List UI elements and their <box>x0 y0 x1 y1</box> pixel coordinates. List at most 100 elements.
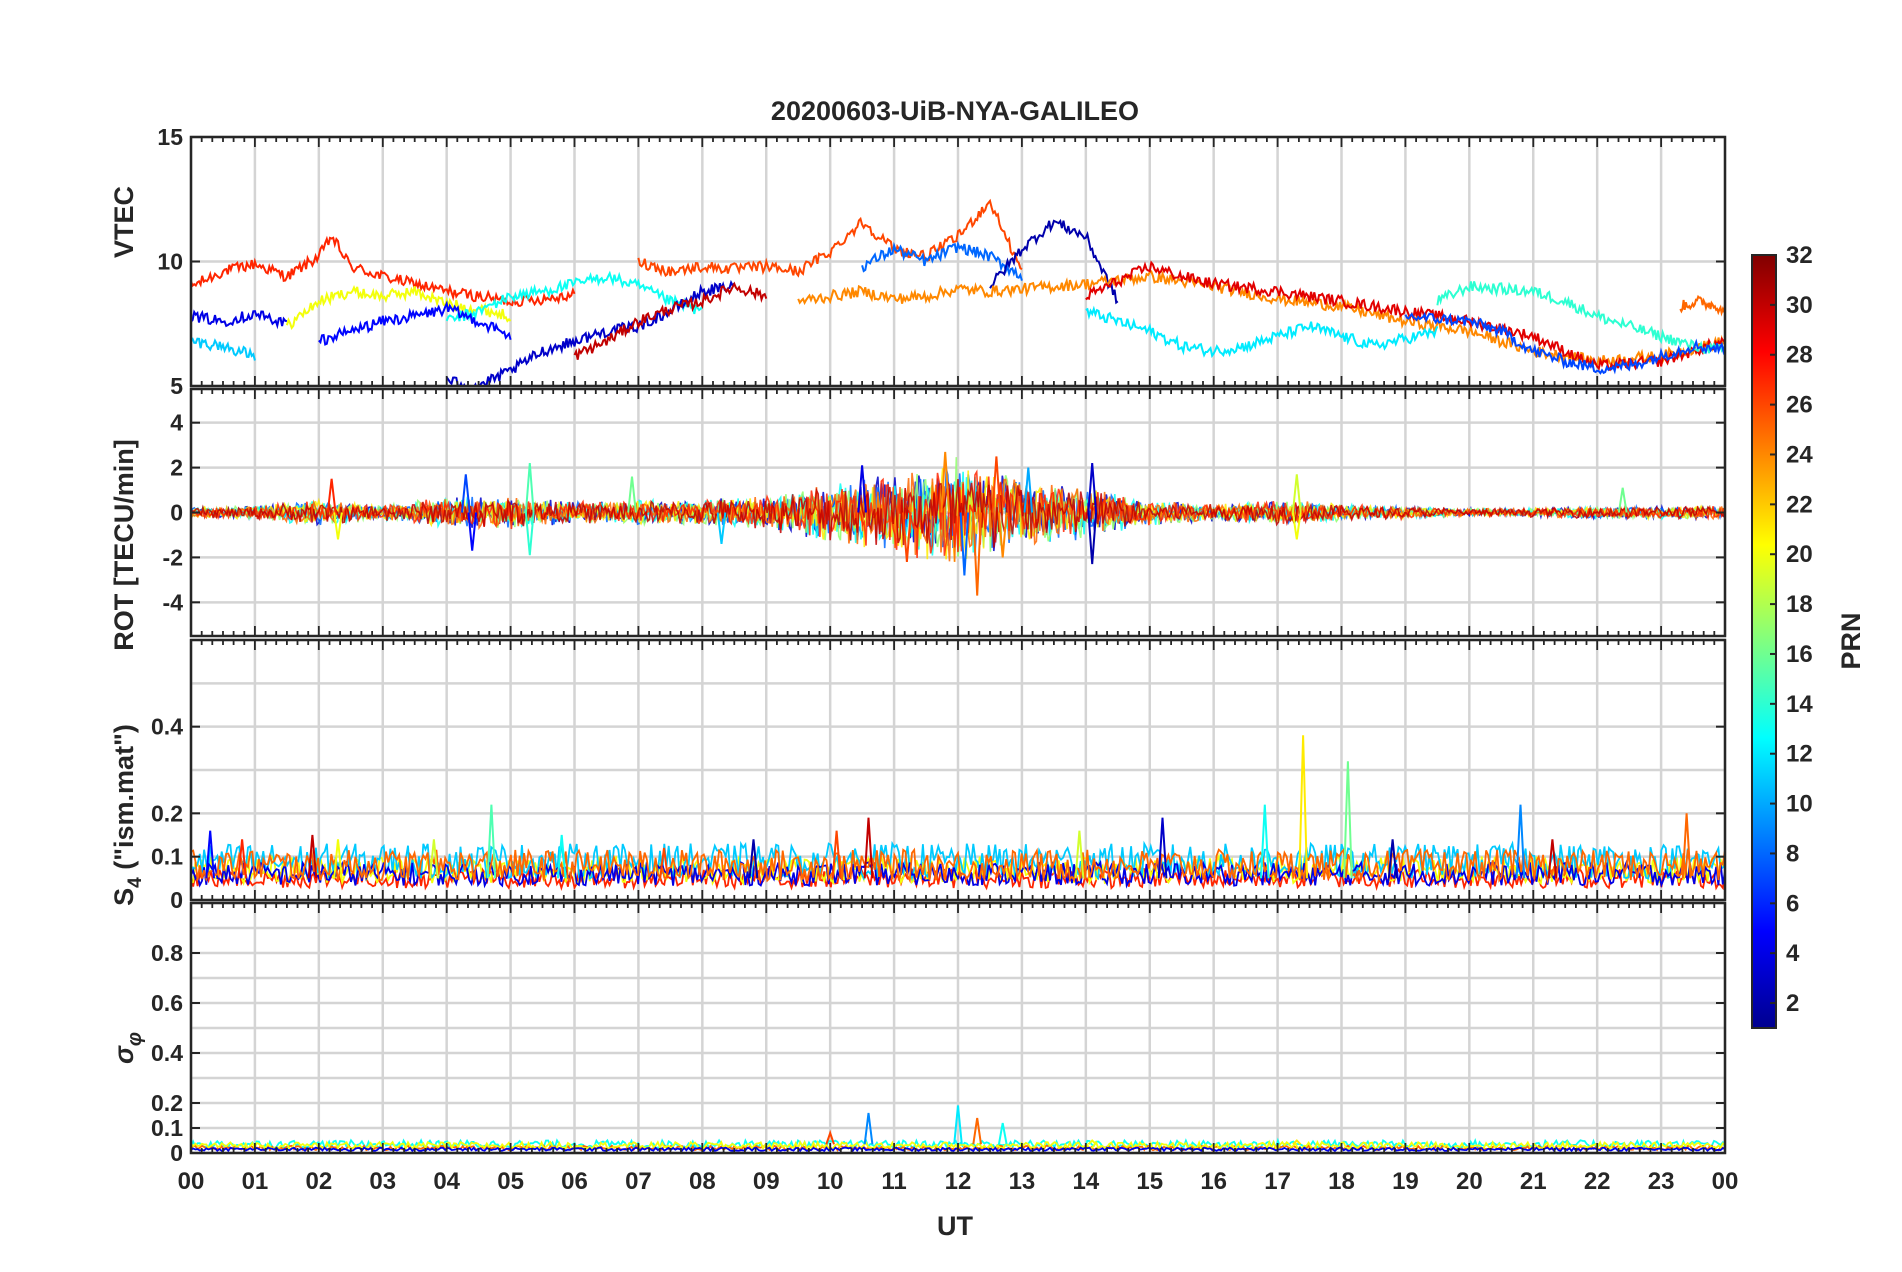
plot-area <box>191 198 1725 386</box>
x-tick-label: 06 <box>561 1168 588 1195</box>
y-tick-labels: 00.10.2 0.4 0.6 0.8 <box>151 940 1725 1166</box>
panel-1: 5 10 15 VTEC <box>109 124 1727 399</box>
series-line-prn-13 <box>445 270 704 323</box>
y-tick-label: 2 <box>170 455 183 481</box>
y-axis-label: σφ <box>109 1032 146 1064</box>
x-tick-label: 15 <box>1136 1168 1163 1195</box>
series-line-prn-25 <box>1679 294 1725 317</box>
x-tick-label: 10 <box>817 1168 844 1195</box>
spike-prn-26 <box>831 830 842 879</box>
colorbar-tick-label: 26 <box>1786 392 1813 419</box>
spike-prn-7 <box>461 474 471 513</box>
x-axis-label: UT <box>937 1211 973 1241</box>
panel-3: 0 0.1 0.2 0.4S4 ("ism.mat") <box>109 638 1727 913</box>
colorbar-tick-label: 24 <box>1786 441 1813 468</box>
spike-prn-21 <box>1292 1139 1302 1146</box>
spike-prn-16 <box>627 476 637 513</box>
y-tick-label: 4 <box>170 410 183 436</box>
colorbar-tick-label: 30 <box>1786 292 1813 319</box>
x-tick-label: 09 <box>753 1168 780 1195</box>
y-tick-label: 0.4 <box>151 1040 183 1066</box>
spike-prn-27 <box>326 478 337 513</box>
y-axis-label: ROT [TECU/min] <box>109 439 139 650</box>
y-tick-label: 0.4 <box>151 714 183 740</box>
spike-prn-19 <box>429 839 439 879</box>
spike-prn-24 <box>940 451 951 513</box>
series-line-prn-8 <box>861 240 1023 281</box>
spike-prn-21 <box>1298 735 1308 879</box>
colorbar-tick-label: 18 <box>1786 591 1813 618</box>
x-tick-label: 12 <box>945 1168 972 1195</box>
series-line-prn-3 <box>445 279 736 386</box>
x-ticks <box>190 903 1726 1153</box>
series-line-prn-12 <box>1085 305 1439 359</box>
spike-prn-9 <box>863 1112 874 1145</box>
spike-prn-26 <box>902 512 912 562</box>
spike-prn-13 <box>997 1122 1008 1145</box>
spike-prn-30 <box>1547 839 1558 879</box>
y-tick-label: 0.2 <box>151 1090 183 1116</box>
spike-prn-20 <box>1291 512 1302 540</box>
rot-trace-prn-27 <box>191 469 1725 559</box>
spike-prn-9 <box>1515 804 1526 879</box>
spike-prn-26 <box>991 456 1002 513</box>
spike-prn-19 <box>1291 474 1302 513</box>
x-tick-label: 20 <box>1456 1168 1483 1195</box>
spike-prn-4 <box>857 465 867 513</box>
spike-prn-16 <box>1617 487 1628 513</box>
spike-prn-20 <box>333 839 343 879</box>
spike-prn-12 <box>953 1105 963 1145</box>
spike-prn-20 <box>333 512 343 540</box>
spike-prn-14 <box>524 512 535 556</box>
y-tick-labels: -4 -2 0 2 4 <box>163 410 1725 615</box>
spike-prn-2 <box>1087 512 1098 565</box>
spike-prn-2 <box>748 839 759 879</box>
y-tick-label: -4 <box>163 589 184 615</box>
x-tick-label: 16 <box>1200 1168 1227 1195</box>
spike-prn-15 <box>524 463 535 513</box>
series-line-prn-7 <box>1404 311 1725 375</box>
x-tick-label: 18 <box>1328 1168 1355 1195</box>
spike-prn-19 <box>1074 830 1085 879</box>
series-line-prn-26 <box>637 198 1023 278</box>
x-tick-label: 08 <box>689 1168 716 1195</box>
colorbar-tick-label: 22 <box>1786 491 1813 518</box>
spike-prn-24 <box>997 512 1008 558</box>
colorbar-tick-label: 8 <box>1786 840 1799 867</box>
chart-title: 20200603-UiB-NYA-GALILEO <box>771 96 1139 126</box>
x-tick-label: 03 <box>369 1168 396 1195</box>
colorbar-tick-label: 12 <box>1786 741 1813 768</box>
rot-trace-prn-30 <box>191 479 1725 548</box>
spike-prn-13 <box>1260 804 1270 879</box>
x-tick-label: 07 <box>625 1168 652 1195</box>
colorbar-tick-label: 14 <box>1786 691 1813 718</box>
x-ticks <box>190 137 1726 386</box>
colorbar-tick-label: 28 <box>1786 342 1813 369</box>
x-tick-label: 00 <box>178 1168 205 1195</box>
plot-area <box>191 451 1725 596</box>
spike-prn-27 <box>237 839 247 879</box>
spike-prn-10 <box>1023 467 1034 513</box>
spike-prn-26 <box>659 847 669 879</box>
y-tick-label: 0 <box>170 500 183 526</box>
spike-prn-16 <box>1343 761 1353 879</box>
spike-prn-11 <box>716 512 727 545</box>
x-tick-label: 11 <box>881 1168 906 1195</box>
y-tick-label: 0 <box>170 1140 183 1166</box>
spike-prn-3 <box>1087 463 1098 513</box>
spike-prn-26 <box>825 1129 835 1145</box>
series-line-prn-4 <box>191 309 288 330</box>
spike-prn-25 <box>972 512 982 596</box>
colorbar-tick-label: 2 <box>1786 990 1799 1017</box>
spike-prn-25 <box>1681 813 1692 879</box>
x-tick-marks <box>190 640 1726 900</box>
series-line-prn-11 <box>191 337 256 361</box>
spike-prn-5 <box>205 830 215 879</box>
y-tick-label: 10 <box>157 249 183 275</box>
spike-prn-30 <box>307 834 318 879</box>
colorbar-tick-label: 16 <box>1786 641 1813 668</box>
colorbar-tick-label: 4 <box>1786 940 1800 967</box>
